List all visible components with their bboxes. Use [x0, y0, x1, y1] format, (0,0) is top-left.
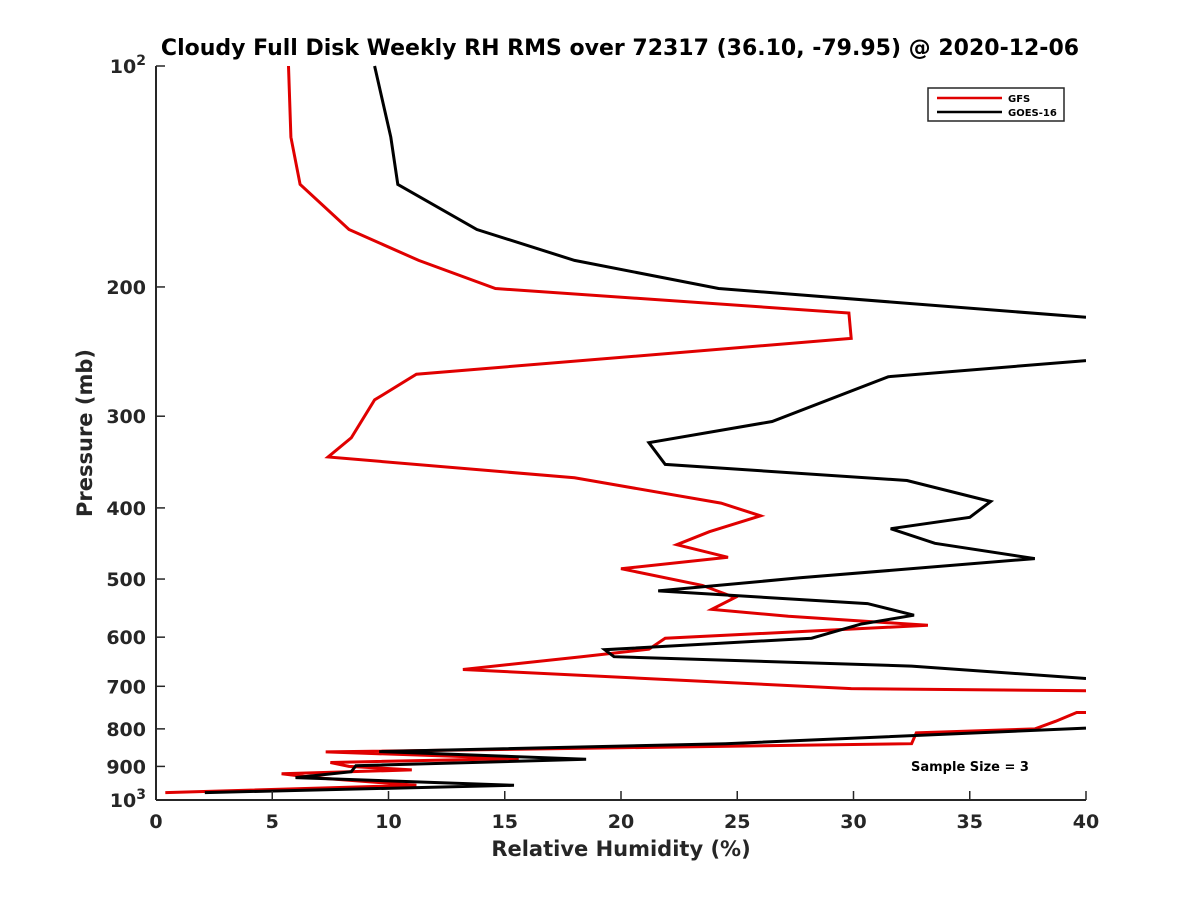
x-tick-label: 35 [957, 811, 983, 833]
y-tick-label: 500 [106, 569, 146, 591]
x-tick-label: 0 [149, 811, 162, 833]
y-tick-label: 102 [110, 53, 146, 78]
x-ticks: 0 5 10 15 20 25 30 35 40 [149, 791, 1099, 833]
x-tick-label: 5 [266, 811, 279, 833]
x-tick-label: 20 [608, 811, 634, 833]
y-tick-label: 103 [110, 787, 146, 812]
x-tick-label: 40 [1073, 811, 1099, 833]
y-tick-label: 700 [106, 676, 146, 698]
sample-size-annotation: Sample Size = 3 [911, 760, 1029, 775]
series-line-goes-16-part-2 [600, 359, 1086, 680]
x-tick-label: 25 [724, 811, 750, 833]
series-line-gfs-part-2 [165, 711, 1086, 795]
series-line-gfs-part-1 [287, 65, 1086, 693]
y-tick-label: 400 [106, 498, 146, 520]
y-tick-label: 900 [106, 756, 146, 778]
y-ticks: 102 200 300 400 500 600 700 800 900 103 [106, 53, 165, 812]
legend-label-goes-16: GOES-16 [1008, 108, 1057, 119]
y-axis-label: Pressure (mb) [73, 349, 97, 517]
chart-title: Cloudy Full Disk Weekly RH RMS over 7231… [161, 36, 1079, 61]
series-group [165, 65, 1086, 795]
x-tick-label: 15 [492, 811, 518, 833]
y-tick-label: 200 [106, 277, 146, 299]
legend-label-gfs: GFS [1008, 94, 1030, 105]
x-tick-label: 30 [840, 811, 866, 833]
legend: GFS GOES-16 [927, 87, 1065, 122]
y-tick-label: 300 [106, 406, 146, 428]
series-line-goes-16-part-3 [204, 726, 1086, 795]
y-tick-label: 600 [106, 627, 146, 649]
x-tick-label: 10 [375, 811, 401, 833]
x-axis-label: Relative Humidity (%) [491, 837, 750, 861]
series-line-goes-16-part-1 [373, 65, 1086, 319]
y-tick-label: 800 [106, 719, 146, 741]
legend-box [927, 87, 1065, 122]
